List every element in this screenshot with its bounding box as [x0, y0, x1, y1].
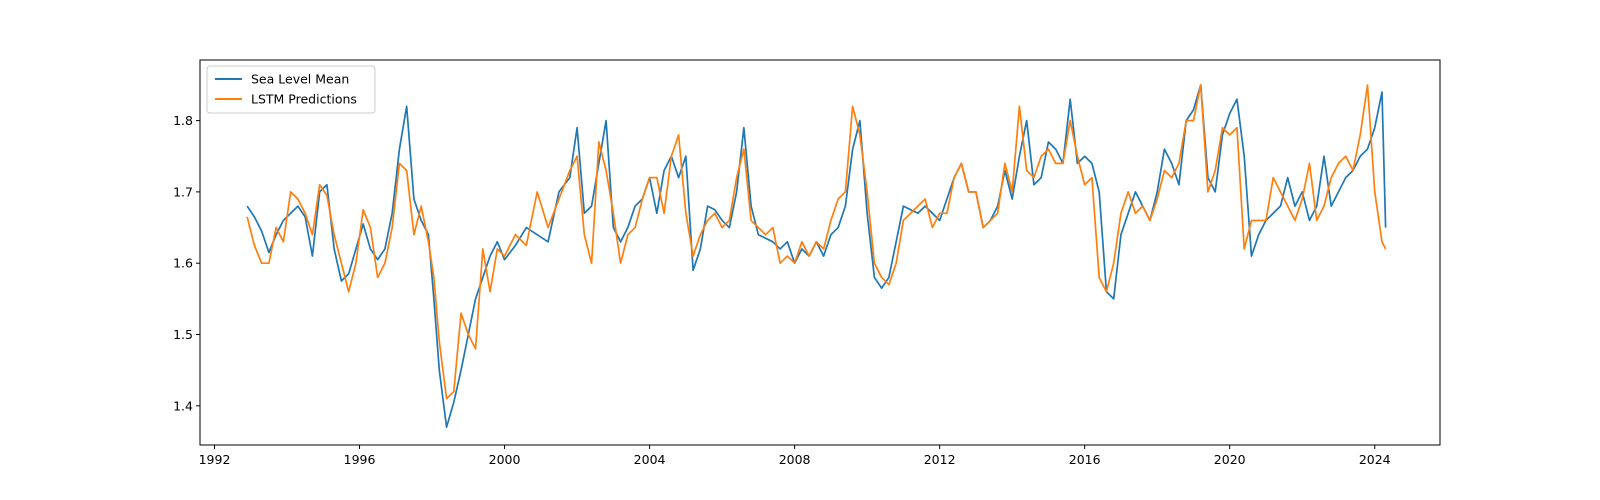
axes-frame — [199, 59, 1441, 446]
axes-layer: 1992 1996 2000 2004 2008 2012 2016 2020 2024 1.4 1… — [173, 59, 1441, 467]
y-tick-label: 1.7 — [173, 184, 193, 199]
legend-label-lstm-predictions: LSTM Predictions — [251, 92, 357, 107]
plot-area — [200, 60, 1440, 445]
x-tick-label: 2000 — [489, 452, 521, 467]
legend: Sea Level Mean LSTM Predictions — [206, 65, 376, 114]
x-tick-label: 2008 — [779, 452, 811, 467]
series-line-lstm-predictions — [246, 84, 1387, 400]
y-tick-label: 1.6 — [173, 256, 193, 271]
x-tick-label: 2004 — [634, 452, 666, 467]
x-tick-label: 2024 — [1359, 452, 1391, 467]
y-tick-label: 1.5 — [173, 327, 193, 342]
x-tick-label: 1992 — [199, 452, 231, 467]
y-tick-label: 1.4 — [173, 398, 193, 413]
x-tick-label: 2020 — [1214, 452, 1246, 467]
x-tick-label: 1996 — [344, 452, 376, 467]
legend-frame — [206, 65, 376, 114]
legend-label-sea-level-mean: Sea Level Mean — [251, 72, 349, 87]
x-tick-label: 2016 — [1069, 452, 1101, 467]
series-layer — [246, 84, 1387, 429]
y-tick-label: 1.8 — [173, 113, 193, 128]
x-tick-label: 2012 — [924, 452, 956, 467]
